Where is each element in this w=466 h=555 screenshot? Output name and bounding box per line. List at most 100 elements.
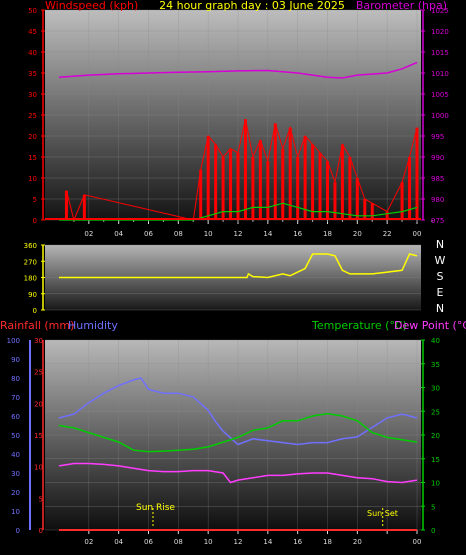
chart-title: 24 hour graph day : 03 June 2025 (159, 0, 345, 12)
y-tick-label-humidity: 10 (11, 508, 20, 516)
windspeed-label: Windspeed (kph) (45, 0, 138, 12)
y-tick-label-rain: 10 (34, 464, 43, 472)
y-tick-label-rain: 0 (39, 527, 43, 535)
y-tick-label-temp: 10 (431, 480, 440, 488)
y-tick-label-temp: 15 (431, 456, 440, 464)
y-tick-label-baro: 995 (431, 133, 444, 141)
dewpoint-line (58, 462, 418, 484)
y-tick-label-temp: 35 (431, 361, 440, 369)
y-tick-label-wind: 35 (28, 70, 37, 78)
y-tick-label-rain: 20 (34, 400, 43, 408)
temperature-label: Temperature (°C) (311, 319, 407, 332)
y-tick-label-dir: 90 (28, 291, 37, 299)
y-tick-label-wind: 20 (28, 133, 37, 141)
sunset-label: Sun Set (367, 509, 398, 518)
x-tick-label: 20 (353, 538, 362, 546)
x-tick-label: 16 (293, 230, 302, 238)
y-tick-label-baro: 975 (431, 217, 444, 225)
y-tick-label-baro: 1020 (431, 28, 449, 36)
chart-marks (45, 61, 421, 531)
x-tick-label: 04 (114, 538, 123, 546)
y-tick-label-humidity: 70 (11, 394, 20, 402)
x-tick-label: 06 (144, 538, 153, 546)
y-tick-label-dir: 360 (24, 242, 37, 250)
compass-letter: N (436, 238, 444, 251)
x-tick-label: 12 (234, 538, 243, 546)
x-tick-label: 18 (323, 230, 332, 238)
x-tick-label: 04 (114, 230, 123, 238)
temperature-line (58, 412, 418, 453)
y-tick-label-baro: 985 (431, 175, 444, 183)
barometer-label: Barometer (hpa) (356, 0, 447, 12)
barometer-line (58, 61, 418, 79)
y-tick-label-baro: 990 (431, 154, 444, 162)
x-tick-label: 00 (413, 230, 422, 238)
humidity-line (58, 377, 418, 446)
x-tick-label: 10 (204, 230, 213, 238)
y-tick-label-baro: 1000 (431, 112, 449, 120)
y-tick-label-dir: 270 (24, 258, 37, 266)
y-tick-label-baro: 1015 (431, 49, 449, 57)
y-tick-label-wind: 40 (28, 49, 37, 57)
y-tick-label-baro: 980 (431, 196, 444, 204)
y-tick-label-temp: 25 (431, 408, 440, 416)
y-tick-label-humidity: 60 (11, 413, 20, 421)
x-tick-label: 18 (323, 538, 332, 546)
dewpoint-label: Dew Point (°C) (394, 319, 466, 332)
y-tick-label-humidity: 50 (11, 432, 20, 440)
x-tick-label: 14 (263, 230, 272, 238)
y-tick-label-dir: 0 (33, 307, 37, 315)
compass-letter: N (436, 302, 444, 315)
y-tick-label-temp: 40 (431, 337, 440, 345)
y-tick-label-humidity: 40 (11, 451, 20, 459)
x-tick-label: 02 (84, 538, 93, 546)
y-tick-label-humidity: 90 (11, 356, 20, 364)
compass-letter: E (437, 286, 444, 299)
y-tick-label-wind: 45 (28, 28, 37, 36)
x-tick-label: 14 (263, 538, 272, 546)
humidity-label: Humidity (68, 319, 118, 332)
y-tick-label-wind: 10 (28, 175, 37, 183)
compass-letter: W (435, 254, 446, 267)
sunrise-label: Sun Rise (136, 503, 175, 513)
y-tick-label-rain: 15 (34, 432, 43, 440)
y-tick-label-temp: 5 (431, 503, 435, 511)
y-tick-label-humidity: 30 (11, 470, 20, 478)
x-tick-label: 06 (144, 230, 153, 238)
y-tick-label-humidity: 20 (11, 489, 20, 497)
wind-direction-line (59, 253, 418, 279)
y-tick-label-wind: 0 (33, 217, 37, 225)
x-tick-label: 22 (383, 230, 392, 238)
y-tick-label-wind: 25 (28, 112, 37, 120)
y-tick-label-rain: 5 (39, 495, 43, 503)
x-tick-label: 16 (293, 538, 302, 546)
y-tick-label-temp: 30 (431, 385, 440, 393)
y-tick-label-wind: 30 (28, 91, 37, 99)
y-tick-label-wind: 15 (28, 154, 37, 162)
y-tick-label-humidity: 0 (16, 527, 20, 535)
y-tick-label-baro: 1005 (431, 91, 449, 99)
rainfall-label: Rainfall (mm) (0, 319, 74, 332)
compass-letter: S (437, 270, 444, 283)
axes (29, 9, 433, 534)
x-tick-label: 08 (174, 230, 183, 238)
y-tick-label-temp: 20 (431, 432, 440, 440)
y-tick-label-dir: 180 (24, 275, 37, 283)
x-tick-label: 20 (353, 230, 362, 238)
y-tick-label-rain: 30 (34, 337, 43, 345)
y-tick-label-baro: 1010 (431, 70, 449, 78)
y-tick-label-wind: 5 (33, 196, 37, 204)
y-tick-label-rain: 25 (34, 369, 43, 377)
wind-peak-line (66, 119, 418, 222)
y-tick-label-baro: 1025 (431, 7, 449, 15)
x-tick-label: 08 (174, 538, 183, 546)
y-tick-label-wind: 50 (28, 7, 37, 15)
wind-average-line (59, 202, 418, 221)
x-tick-label: 12 (234, 230, 243, 238)
y-tick-label-humidity: 100 (7, 337, 20, 345)
y-tick-label-humidity: 80 (11, 375, 20, 383)
y-tick-label-temp: 0 (431, 527, 435, 535)
